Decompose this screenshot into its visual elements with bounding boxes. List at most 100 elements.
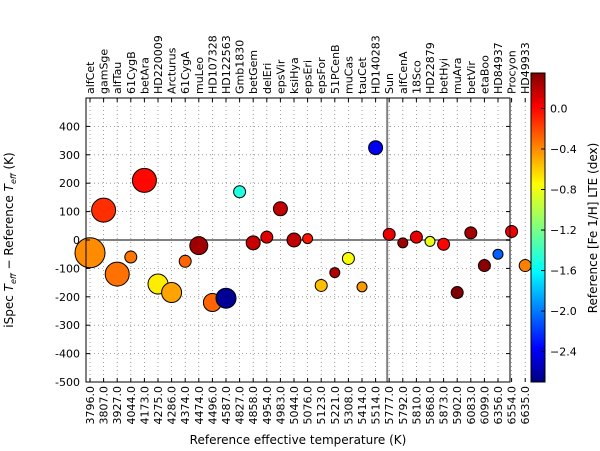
y-tick-label: 300 [59, 149, 80, 162]
x-tick-label-star: Procyon [506, 50, 519, 94]
x-tick-label-star: Sun [383, 73, 396, 94]
x-tick-label-teff: 5902.0 [451, 386, 464, 425]
x-tick-label-teff: 4286.0 [166, 386, 179, 425]
data-point-betVir [464, 226, 478, 240]
data-point-18Sco [409, 230, 423, 244]
data-point-alfCenA [397, 237, 409, 249]
x-tick-label-star: epsEri [302, 60, 315, 94]
x-tick-label-teff: 5123.0 [315, 386, 328, 425]
x-tick-label-star: betHyi [438, 58, 451, 94]
colorbar-tick-label: −2.4 [550, 346, 577, 359]
x-tick-label-teff: 6083.0 [465, 386, 478, 425]
x-tick-label-teff: 3927.0 [111, 386, 124, 425]
data-point-betAra [131, 167, 157, 193]
y-tick-label: -100 [55, 262, 80, 275]
x-tick-label-star: epsVir [274, 59, 287, 94]
data-point-alfTau [104, 261, 130, 287]
x-tick-label-star: HD140283 [370, 35, 383, 94]
x-tick-label-star: alfCet [84, 61, 97, 94]
data-point-muCas [341, 251, 355, 265]
x-tick-label-teff: 5868.0 [424, 386, 437, 425]
x-tick-label-star: betVir [465, 61, 478, 94]
x-tick-label-star: HD107328 [206, 35, 219, 94]
data-point-HD49933 [518, 259, 532, 273]
x-tick-label-star: alfCenA [397, 51, 410, 94]
colorbar-tick-label: −0.8 [550, 184, 577, 197]
y-axis-ticks: -500 -400 -300 -200 -100 0 100 200 300 400 [55, 120, 510, 389]
x-tick-label-star: 51PCenB [329, 44, 342, 94]
colorbar-tick-label: −1.2 [550, 224, 577, 237]
data-point-muLeo [189, 236, 209, 256]
data-point-HD122563 [215, 287, 237, 309]
data-point-HD175ext [329, 267, 341, 279]
colorbar-tick-label: −2.0 [550, 305, 577, 318]
y-tick-label: -200 [55, 291, 80, 304]
x-axis-bottom-ticks: 3796.0 3807.0 3927.0 4044.0 4173.0 4275.0 4286… [84, 378, 532, 425]
x-tick-label-teff: 5221.0 [329, 386, 342, 425]
data-point-61CygB [124, 250, 138, 264]
x-tick-label-star: HD49933 [519, 42, 532, 94]
x-tick-label-teff: 4275.0 [152, 386, 165, 425]
x-tick-label-star: betAra [138, 57, 151, 94]
y-tick-label: -400 [55, 348, 80, 361]
x-tick-label-teff: 4858.0 [247, 386, 260, 425]
data-point-muAra [450, 286, 464, 300]
x-tick-label-teff: 4496.0 [206, 386, 219, 425]
x-tick-label-star: epsFor [315, 57, 328, 94]
data-point-61CygA [178, 254, 192, 268]
colorbar-tick-label: −0.4 [550, 143, 577, 156]
data-point-HD140283 [368, 140, 384, 156]
x-tick-label-teff: 4954.0 [261, 386, 274, 425]
x-tick-label-teff: 6356.0 [492, 386, 505, 425]
x-tick-label-teff: 3807.0 [98, 386, 111, 425]
x-tick-label-star: betGem [247, 50, 260, 94]
x-tick-label-star: 18Sco [410, 60, 423, 94]
x-tick-label-star: ksiHya [288, 57, 301, 94]
data-point-Arcturus [161, 282, 183, 304]
y-tick-label: 200 [59, 177, 80, 190]
x-tick-label-teff: 5044.0 [288, 386, 301, 425]
data-point-HD84937 [492, 248, 504, 260]
data-point-epsVir [272, 201, 288, 217]
x-tick-label-star: alfTau [111, 62, 124, 94]
grid [86, 98, 526, 382]
x-tick-label-star: 61CygB [125, 51, 138, 94]
data-point-betHyi [437, 237, 451, 251]
y-tick-label: 0 [73, 234, 80, 247]
data-point-etaBoo [477, 259, 491, 273]
x-tick-label-teff: 4827.0 [234, 386, 247, 425]
data-point-alfCet [74, 237, 106, 269]
x-tick-label-star: delEri [261, 63, 274, 94]
colorbar [530, 72, 546, 383]
x-tick-label-teff: 4374.0 [179, 386, 192, 425]
x-tick-label-teff: 4983.0 [274, 386, 287, 425]
x-tick-label-teff: 4474.0 [193, 386, 206, 425]
colorbar-label: Reference [Fe 1/H] LTE (dex) [586, 143, 600, 314]
x-tick-label-teff: 5873.0 [438, 386, 451, 425]
x-tick-label-teff: 5792.0 [397, 386, 410, 425]
data-points [74, 140, 532, 312]
x-tick-label-star: HD122563 [220, 35, 233, 94]
y-tick-label: -300 [55, 319, 80, 332]
x-tick-label-star: Arcturus [166, 47, 179, 94]
y-tick-label: -500 [55, 376, 80, 389]
x-tick-label-teff: 6635.0 [519, 386, 532, 425]
data-point-ksiHya [286, 232, 302, 248]
y-tick-label: 400 [59, 120, 80, 133]
x-tick-label-teff: 6554.0 [506, 386, 519, 425]
x-tick-label-star: tauCet [356, 57, 369, 94]
x-tick-label-star: Gmb1830 [234, 40, 247, 94]
data-point-tauCet [356, 281, 368, 293]
y-axis-label: iSpec Teff − Reference Teff (K) [2, 152, 18, 327]
x-tick-label-teff: 3796.0 [84, 386, 97, 425]
x-tick-label-star: muLeo [193, 57, 206, 94]
colorbar-ticks: 0.0 −0.4 −0.8 −1.2 −1.6 −2.0 −2.4 [541, 102, 577, 359]
x-axis-top-ticks: alfCet gamSge alfTau 61CygB betAra HD220009 Ar… [84, 35, 532, 102]
data-point-gamSge [91, 197, 117, 223]
x-tick-label-teff: 4173.0 [138, 386, 151, 425]
y-tick-label: 100 [59, 206, 80, 219]
x-tick-label-star: muAra [451, 58, 464, 94]
colorbar-tick-label: 0.0 [550, 102, 568, 115]
x-axis-label: Reference effective temperature (K) [190, 433, 407, 447]
x-tick-label-star: gamSge [98, 49, 111, 94]
